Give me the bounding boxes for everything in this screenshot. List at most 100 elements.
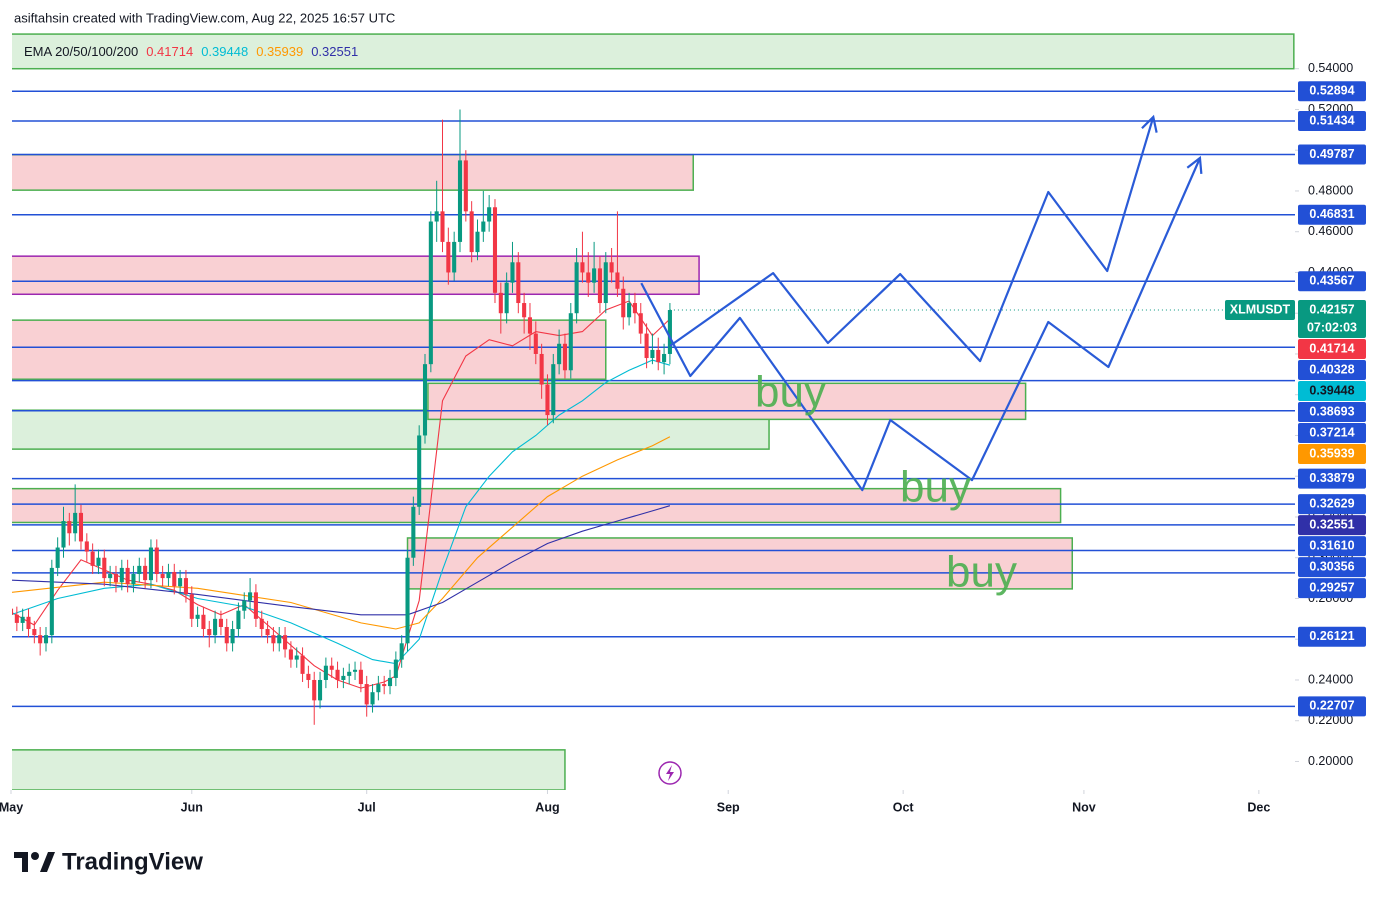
candle-body: [67, 521, 72, 534]
zone: [12, 487, 1062, 524]
x-tick-label: Jul: [358, 800, 376, 814]
legend: EMA 20/50/100/200 0.41714 0.39448 0.35939 0.…: [24, 44, 358, 59]
candle-body: [294, 655, 299, 660]
y-tick-label: 0.20000: [1308, 754, 1353, 768]
x-tick-label: Jun: [181, 800, 203, 814]
candle-body: [533, 333, 538, 354]
candle-body: [498, 292, 503, 314]
price-label-bg: [1298, 339, 1366, 360]
header: asiftahsin created with TradingView.com,…: [14, 10, 395, 25]
zone: [12, 255, 700, 296]
candle-body: [370, 692, 375, 705]
legend-value: 0.39448: [201, 44, 248, 59]
candle-body: [586, 272, 591, 283]
candle-body: [189, 594, 194, 619]
candle-body: [113, 574, 119, 583]
alert-icon[interactable]: [658, 761, 682, 785]
level-price-label: 0.31610: [1309, 538, 1354, 552]
price-label-bg: [1298, 557, 1366, 578]
price-label-bg: [1298, 536, 1366, 557]
candle-body: [178, 578, 183, 587]
zone: [406, 537, 1074, 590]
candle-body: [306, 673, 311, 680]
zone: [427, 382, 1027, 421]
price-label-bg: [1298, 494, 1366, 515]
candle-body: [457, 160, 463, 242]
ema-price-label: 0.39448: [1309, 383, 1354, 397]
plot-area: buy buy buy: [12, 33, 1295, 790]
x-tick-label: May: [0, 800, 23, 814]
projection-line: [669, 116, 1155, 363]
candle-body: [662, 353, 667, 363]
candle-body: [627, 303, 632, 318]
candle-body: [551, 364, 556, 416]
price-label-bg: [1298, 204, 1366, 225]
candle-body: [14, 614, 19, 623]
candle-body: [283, 635, 288, 650]
alert-circle[interactable]: [658, 761, 682, 785]
y-tick-label: 0.22000: [1308, 713, 1353, 727]
level-price-label: 0.52894: [1309, 84, 1354, 98]
level-price-label: 0.40328: [1309, 362, 1354, 376]
candle-body: [487, 207, 492, 222]
logo-mark: [14, 852, 28, 872]
candle-body: [580, 262, 585, 273]
candle-body: [78, 512, 84, 542]
annotation: buy: [946, 548, 1017, 597]
countdown: 07:02:03: [1307, 320, 1357, 334]
ema-price-label: 0.35939: [1309, 446, 1354, 460]
candle-body: [213, 618, 218, 636]
candle-body: [597, 268, 602, 304]
candle-body: [49, 567, 54, 636]
legend-value: 0.41714: [146, 44, 193, 59]
level-price-label: 0.26121: [1309, 629, 1354, 643]
x-tick-label: Nov: [1072, 800, 1096, 814]
candle-body: [574, 262, 579, 314]
candle-body: [148, 547, 153, 581]
level-price-label: 0.33879: [1309, 471, 1354, 485]
x-tick-label: Aug: [535, 800, 559, 814]
legend-text: EMA 20/50/100/200 0.41714 0.39448 0.35939 0.…: [24, 44, 358, 59]
price-label-bg: [1298, 468, 1366, 489]
candle-body: [405, 557, 410, 644]
candle-body: [242, 600, 247, 611]
candle-body: [61, 521, 66, 548]
candle-body: [609, 262, 614, 273]
candle-body: [667, 310, 672, 354]
price-label-bg: [1298, 423, 1366, 444]
candle-body: [592, 268, 597, 283]
annotation: buy: [755, 368, 826, 417]
candle-body: [527, 317, 533, 334]
ema-price-label: 0.32551: [1309, 517, 1354, 531]
candle-body: [143, 565, 148, 581]
alert-bolt[interactable]: [666, 765, 674, 781]
price-label-bg: [1298, 402, 1366, 423]
projection-arrowhead: [1186, 155, 1203, 174]
candle-body: [603, 262, 608, 304]
candle-body: [90, 551, 95, 566]
logo-mark: [40, 852, 55, 872]
candle-body: [644, 333, 649, 359]
candle-body: [522, 303, 527, 318]
candle-body: [20, 616, 25, 623]
candle-body: [492, 207, 498, 293]
legend-value: 0.32551: [311, 44, 358, 59]
candle-body: [218, 618, 223, 627]
price-label-bg: [1298, 300, 1366, 339]
x-tick-label: Oct: [893, 800, 915, 814]
candle-body: [300, 655, 305, 674]
level-price-label: 0.32629: [1309, 496, 1354, 510]
candle-body: [84, 541, 89, 552]
candle-body: [166, 571, 171, 579]
last-price-label: 0.42157: [1309, 302, 1354, 316]
candle-body: [393, 659, 398, 678]
candle-body: [387, 677, 393, 687]
level-price-label: 0.22707: [1309, 699, 1354, 713]
candle-body: [352, 669, 358, 672]
projection-arrowhead: [1141, 114, 1158, 133]
projection-line: [640, 157, 1202, 492]
candle-body: [650, 349, 655, 359]
price-label-bg: [1298, 515, 1366, 536]
candle-body: [469, 211, 474, 253]
price-label-bg: [1298, 444, 1366, 465]
